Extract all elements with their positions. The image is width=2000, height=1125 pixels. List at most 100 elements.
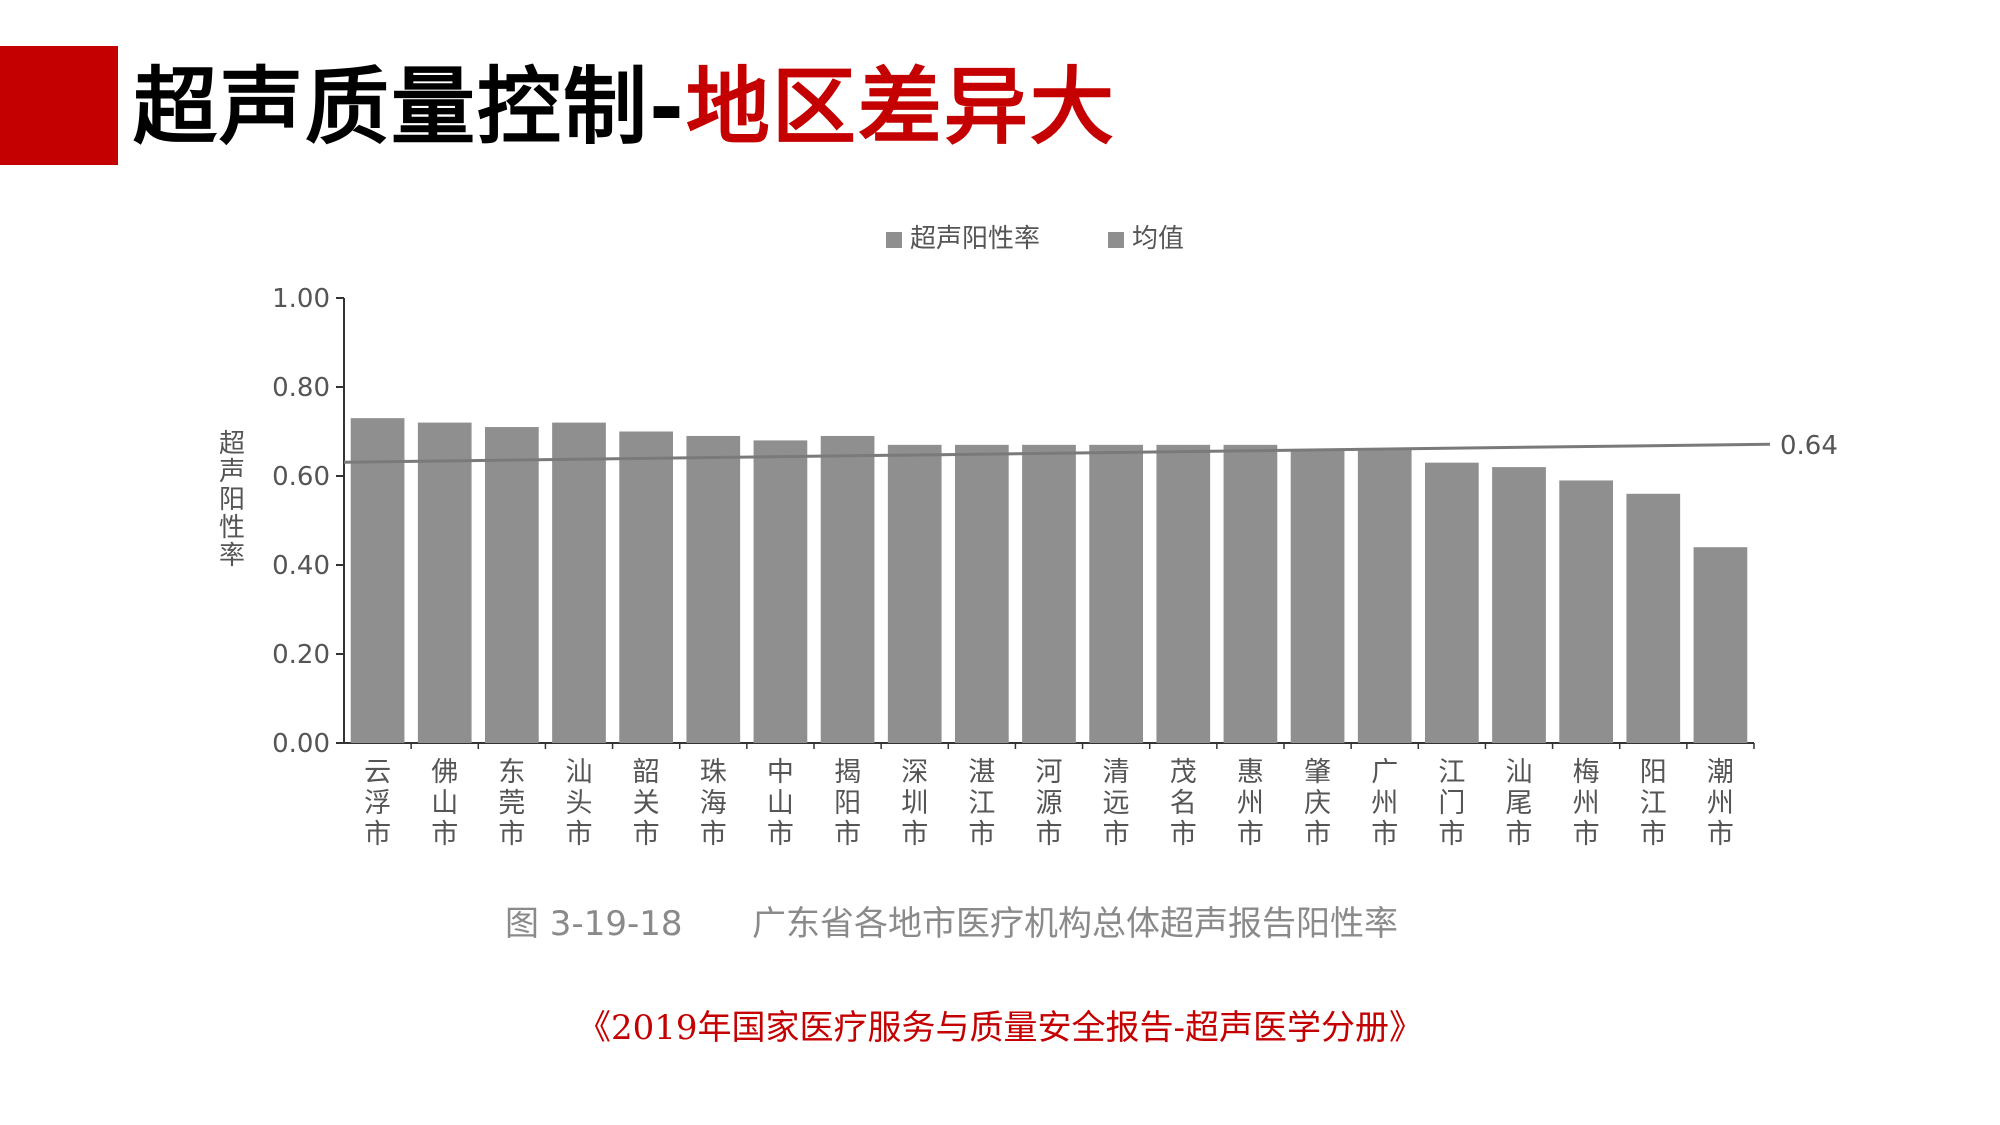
legend-swatch-positive-rate <box>886 232 902 248</box>
x-category-label-char: 市 <box>1371 819 1398 850</box>
x-category-label-char: 市 <box>1103 819 1130 850</box>
x-category-label-char: 州 <box>1371 788 1398 819</box>
x-category-label-char: 珠 <box>700 757 727 788</box>
x-category-label-char: 源 <box>1036 788 1063 819</box>
x-category-label-char: 市 <box>1304 819 1331 850</box>
x-category-label-char: 市 <box>1438 819 1465 850</box>
x-category-label-char: 州 <box>1237 788 1264 819</box>
x-category-label-char: 山 <box>767 788 794 819</box>
x-category-label-char: 汕 <box>566 757 593 788</box>
x-category-label-char: 圳 <box>901 788 928 819</box>
x-category-label-char: 市 <box>1036 819 1063 850</box>
bar-17 <box>1492 467 1546 743</box>
x-category-label-char: 关 <box>633 788 660 819</box>
x-category-label-char: 尾 <box>1506 788 1533 819</box>
bar-3 <box>552 422 606 743</box>
x-category-label-char: 阳 <box>834 788 861 819</box>
y-tick-label: 0.00 <box>272 729 330 759</box>
bar-11 <box>1089 444 1143 743</box>
y-axis-title-char: 率 <box>219 541 245 571</box>
x-category-label-char: 市 <box>700 819 727 850</box>
figure-caption-text: 广东省各地市医疗机构总体超声报告阳性率 <box>752 904 1398 944</box>
x-category-label-char: 市 <box>498 819 525 850</box>
y-tick-label: 0.60 <box>272 462 330 492</box>
x-category-label-char: 莞 <box>498 788 525 819</box>
y-axis-title-char: 阳 <box>219 485 245 515</box>
slide-title-highlight: 地区差异大 <box>685 58 1116 156</box>
y-axis-title-char: 超 <box>219 429 245 459</box>
x-category-label-char: 湛 <box>968 757 995 788</box>
x-category-label-char: 海 <box>700 788 727 819</box>
x-category-label-char: 浮 <box>364 788 391 819</box>
x-category-label-char: 中 <box>767 757 794 788</box>
x-category-label-char: 市 <box>901 819 928 850</box>
x-category-label-char: 市 <box>431 819 458 850</box>
x-category-label-char: 清 <box>1103 757 1130 788</box>
slide-title-main: 超声质量控制- <box>133 58 686 156</box>
mean-value-label: 0.64 <box>1780 431 1838 461</box>
x-category-label-char: 头 <box>566 788 593 819</box>
x-category-label-char: 揭 <box>834 757 861 788</box>
bar-0 <box>350 418 405 743</box>
bar-16 <box>1425 462 1479 743</box>
x-category-label-char: 河 <box>1036 757 1063 788</box>
y-axis-title-char: 性 <box>219 513 245 543</box>
x-category-label-char: 市 <box>1573 819 1600 850</box>
bar-15 <box>1357 449 1412 743</box>
bar-6 <box>753 440 808 743</box>
legend-label-mean: 均值 <box>1132 224 1184 254</box>
y-tick-label: 0.80 <box>272 373 330 403</box>
bar-8 <box>887 444 942 743</box>
bar-12 <box>1156 444 1211 743</box>
bar-4 <box>619 431 673 743</box>
x-category-label-char: 山 <box>431 788 458 819</box>
bar-20 <box>1693 547 1748 743</box>
x-category-label-char: 潮 <box>1707 757 1734 788</box>
x-category-label-char: 市 <box>968 819 995 850</box>
x-category-label-char: 名 <box>1170 788 1197 819</box>
bar-10 <box>1022 444 1076 743</box>
x-category-label-char: 韶 <box>633 757 660 788</box>
bar-18 <box>1559 480 1613 743</box>
y-tick-label: 0.20 <box>272 640 330 670</box>
bar-19 <box>1626 493 1681 743</box>
y-axis-title-char: 声 <box>219 457 245 487</box>
x-category-label-char: 市 <box>1237 819 1264 850</box>
x-category-label-char: 深 <box>901 757 928 788</box>
x-category-label-char: 州 <box>1573 788 1600 819</box>
x-category-label-char: 江 <box>1438 757 1465 788</box>
bar-2 <box>485 427 539 743</box>
slide-title: 超声质量控制-地区差异大 <box>133 52 1116 162</box>
x-category-label-char: 市 <box>1640 819 1667 850</box>
y-tick-label: 0.40 <box>272 551 330 581</box>
x-category-label-char: 东 <box>498 757 525 788</box>
x-category-label-char: 远 <box>1103 788 1130 819</box>
x-category-label-char: 惠 <box>1237 757 1264 788</box>
bar-5 <box>686 435 741 743</box>
x-category-label-char: 市 <box>633 819 660 850</box>
x-category-label-char: 市 <box>834 819 861 850</box>
x-category-label-char: 市 <box>566 819 593 850</box>
title-accent-block <box>0 46 118 165</box>
bar-chart: 超声阳性率 均值0.000.200.400.600.801.00超声阳性率云浮市佛… <box>219 224 1838 944</box>
x-category-label-char: 佛 <box>431 757 458 788</box>
x-category-label-char: 茂 <box>1170 757 1197 788</box>
x-category-label-char: 市 <box>1170 819 1197 850</box>
x-category-label-char: 江 <box>968 788 995 819</box>
mean-line <box>343 442 1771 464</box>
bar-7 <box>820 435 875 743</box>
legend-label-positive-rate: 超声阳性率 <box>910 224 1040 254</box>
source-citation: 《2019年国家医疗服务与质量安全报告-超声医学分册》 <box>576 1008 1423 1048</box>
x-category-label-char: 市 <box>1506 819 1533 850</box>
bar-14 <box>1290 449 1345 743</box>
x-category-label-char: 阳 <box>1640 757 1667 788</box>
bar-9 <box>955 444 1009 743</box>
x-category-label-char: 江 <box>1640 788 1667 819</box>
bar-1 <box>417 422 472 743</box>
x-category-label-char: 庆 <box>1304 788 1331 819</box>
x-category-label-char: 门 <box>1438 788 1465 819</box>
chart-figure: 超声阳性率 均值 0.00 0.20 0.40 0.60 0.80 1.00 超声阳性率云浮市佛… <box>140 190 1860 980</box>
bar-13 <box>1223 444 1278 743</box>
x-category-label-char: 广 <box>1371 757 1398 788</box>
x-category-label-char: 汕 <box>1506 757 1533 788</box>
